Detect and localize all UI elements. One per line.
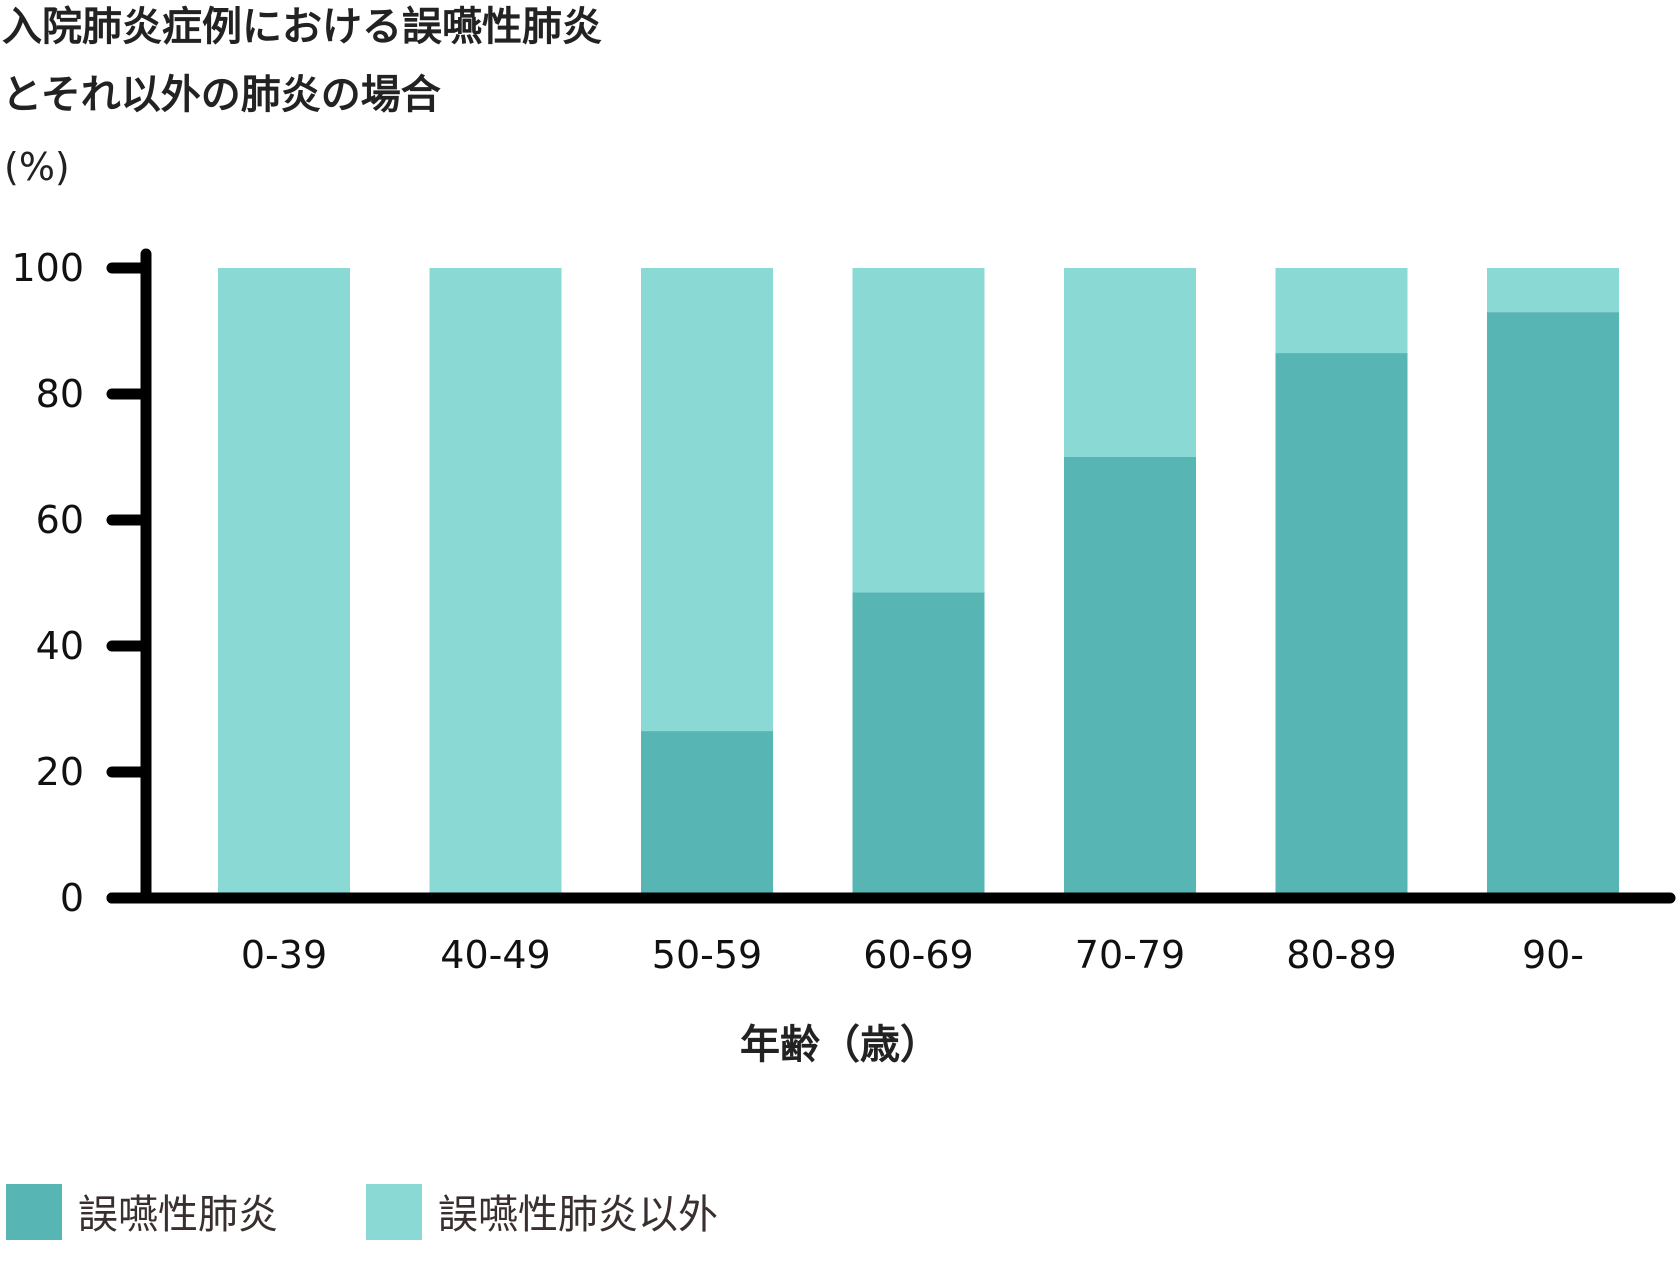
x-tick-label-60-69: 60-69 xyxy=(863,933,973,977)
chart-title-line-1: 入院肺炎症例における誤嚥性肺炎 xyxy=(2,4,602,50)
bar-segment-other-90- xyxy=(1487,268,1619,313)
y-tick-label-0: 0 xyxy=(60,876,84,920)
x-tick-label-50-59: 50-59 xyxy=(652,933,762,977)
x-axis-title: 年齢（歳） xyxy=(740,1022,940,1068)
x-tick-label-70-79: 70-79 xyxy=(1075,933,1185,977)
y-tick-label-100: 100 xyxy=(11,246,84,290)
bar-segment-other-60-69 xyxy=(852,268,985,593)
chart-title-line-2: とそれ以外の肺炎の場合 xyxy=(2,72,441,118)
bar-segment-aspiration-80-89 xyxy=(1275,353,1408,898)
bars-group xyxy=(218,268,1619,899)
x-tick-label-0-39: 0-39 xyxy=(241,933,327,977)
legend-swatch-aspiration xyxy=(6,1184,62,1240)
bar-segment-other-70-79 xyxy=(1064,268,1196,457)
legend-label-other: 誤嚥性肺炎以外 xyxy=(438,1192,718,1238)
y-tick-label-40: 40 xyxy=(36,624,84,668)
legend-swatch-other xyxy=(366,1184,422,1240)
x-tick-label-80-89: 80-89 xyxy=(1286,933,1396,977)
y-ticks-group: 0 20 40 60 80 100 xyxy=(11,246,152,920)
bar-segment-aspiration-90- xyxy=(1487,312,1619,899)
y-tick-label-20: 20 xyxy=(36,750,84,794)
y-tick-label-80: 80 xyxy=(36,372,84,416)
x-labels-group: 0-39 40-49 50-59 60-69 70-79 80-89 90- xyxy=(241,933,1584,977)
bar-segment-other-80-89 xyxy=(1275,268,1408,354)
legend-label-aspiration: 誤嚥性肺炎 xyxy=(78,1192,278,1238)
x-tick-label-90-: 90- xyxy=(1522,933,1584,977)
bar-segment-aspiration-50-59 xyxy=(641,731,773,898)
bar-segment-other-50-59 xyxy=(641,268,773,732)
y-axis-unit-label: (%) xyxy=(4,145,70,189)
legend: 誤嚥性肺炎 誤嚥性肺炎以外 xyxy=(6,1184,718,1240)
bar-segment-other-0-39 xyxy=(218,268,350,898)
bar-segment-aspiration-60-69 xyxy=(852,592,985,898)
bar-segment-aspiration-70-79 xyxy=(1064,457,1196,898)
bar-segment-other-40-49 xyxy=(429,268,562,898)
x-tick-label-40-49: 40-49 xyxy=(440,933,550,977)
y-tick-label-60: 60 xyxy=(36,498,84,542)
